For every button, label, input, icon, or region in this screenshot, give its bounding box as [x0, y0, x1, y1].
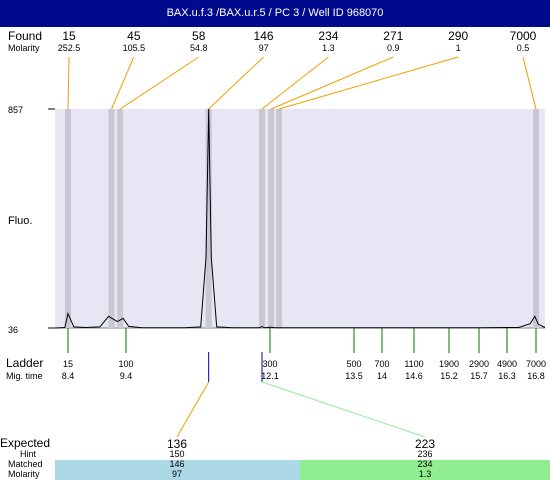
matched-cell — [55, 460, 300, 480]
peak-band — [268, 109, 275, 328]
found-peak-size: 146 — [254, 29, 274, 43]
expected-hint: 150 — [169, 449, 184, 459]
mig-time-row-label: Mig. time — [6, 371, 43, 381]
ladder-size-label: 1100 — [404, 359, 423, 369]
found-peak-size: 58 — [192, 29, 206, 43]
found-peak-connector — [111, 56, 135, 110]
peak-band — [117, 109, 124, 328]
ladder-time-label: 15.2 — [440, 371, 458, 381]
ladder-time-label: 14.6 — [405, 371, 423, 381]
found-peak-connector — [522, 56, 537, 110]
found-peak-size: 234 — [318, 29, 338, 43]
ladder-time-label: 16.8 — [527, 371, 545, 381]
fluorescence-trace — [54, 108, 546, 329]
expected-connector — [261, 381, 426, 438]
found-peak-size: 15 — [62, 29, 76, 43]
expected-hint: 236 — [417, 449, 432, 459]
ladder-size-label: 7000 — [526, 359, 546, 369]
y-tick-min: 36 — [8, 325, 18, 335]
found-peak-size: 271 — [383, 29, 403, 43]
found-peak-molarity: 97 — [259, 43, 269, 53]
matched-row-label: Matched — [8, 459, 43, 469]
found-peak-molarity: 0.9 — [387, 43, 400, 53]
peak-band — [65, 109, 71, 328]
ladder-size-label: 500 — [346, 359, 361, 369]
ladder-size-label: 1900 — [439, 359, 459, 369]
found-peak-connector — [119, 56, 199, 110]
found-peak-connector — [67, 56, 70, 110]
title-bar: BAX.u.f.3 /BAX.u.r.5 / PC 3 / Well ID 96… — [0, 0, 550, 27]
ladder-size-label: 4900 — [497, 359, 517, 369]
ladder-time-label: 14 — [377, 371, 387, 381]
peak-band — [205, 109, 212, 328]
ladder-time-label: 8.4 — [62, 371, 75, 381]
ladder-time-label: 9.4 — [120, 371, 133, 381]
ladder-size-label: 300 — [262, 359, 277, 369]
expected-molarity: 97 — [172, 469, 182, 479]
ladder-size-label: 700 — [374, 359, 389, 369]
peak-band — [259, 109, 265, 328]
chart-title: BAX.u.f.3 /BAX.u.r.5 / PC 3 / Well ID 96… — [166, 7, 384, 19]
expected-row-label: Expected — [0, 436, 50, 450]
matched-cell — [300, 460, 550, 480]
found-row-label: Found — [8, 29, 42, 43]
ladder-time-label: 16.3 — [498, 371, 516, 381]
hint-row-label: Hint — [20, 449, 37, 459]
found-peak-connector — [278, 56, 459, 110]
ladder-row-label: Ladder — [6, 356, 43, 370]
ladder-time-label: 13.5 — [345, 371, 363, 381]
found-peak-molarity: 1 — [456, 43, 461, 53]
peak-band — [533, 109, 539, 328]
found-peak-connector — [208, 56, 264, 110]
ladder-size-label: 15 — [63, 359, 73, 369]
found-peak-molarity: 54.8 — [190, 43, 208, 53]
expected-matched: 146 — [169, 459, 184, 469]
expected-matched: 234 — [417, 459, 432, 469]
ladder-size-label: 2900 — [469, 359, 489, 369]
expected-molarity: 1.3 — [419, 469, 432, 479]
ladder-size-label: 100 — [118, 359, 133, 369]
ladder-time-label: 15.7 — [470, 371, 488, 381]
found-peak-connector — [261, 56, 329, 110]
found-peak-size: 290 — [448, 29, 468, 43]
found-peak-size: 7000 — [510, 29, 537, 43]
found-peak-molarity: 0.5 — [517, 43, 530, 53]
molarity-row-label: Molarity — [8, 43, 40, 53]
expected-size: 223 — [415, 437, 435, 451]
found-peak-molarity: 252.5 — [58, 43, 81, 53]
y-tick-max: 857 — [8, 105, 23, 115]
found-peak-connector — [271, 56, 394, 110]
found-peak-molarity: 1.3 — [322, 43, 335, 53]
ladder-time-label: 12.1 — [261, 371, 279, 381]
molarity-row-label-2: Molarity — [8, 469, 40, 479]
peak-band — [108, 109, 115, 328]
peak-band — [276, 109, 282, 328]
found-peak-size: 45 — [127, 29, 141, 43]
expected-connector — [176, 381, 210, 438]
expected-size: 136 — [167, 437, 187, 451]
found-peak-molarity: 105.5 — [123, 43, 146, 53]
plot-area — [55, 109, 545, 328]
y-axis-label: Fluo. — [8, 215, 32, 227]
